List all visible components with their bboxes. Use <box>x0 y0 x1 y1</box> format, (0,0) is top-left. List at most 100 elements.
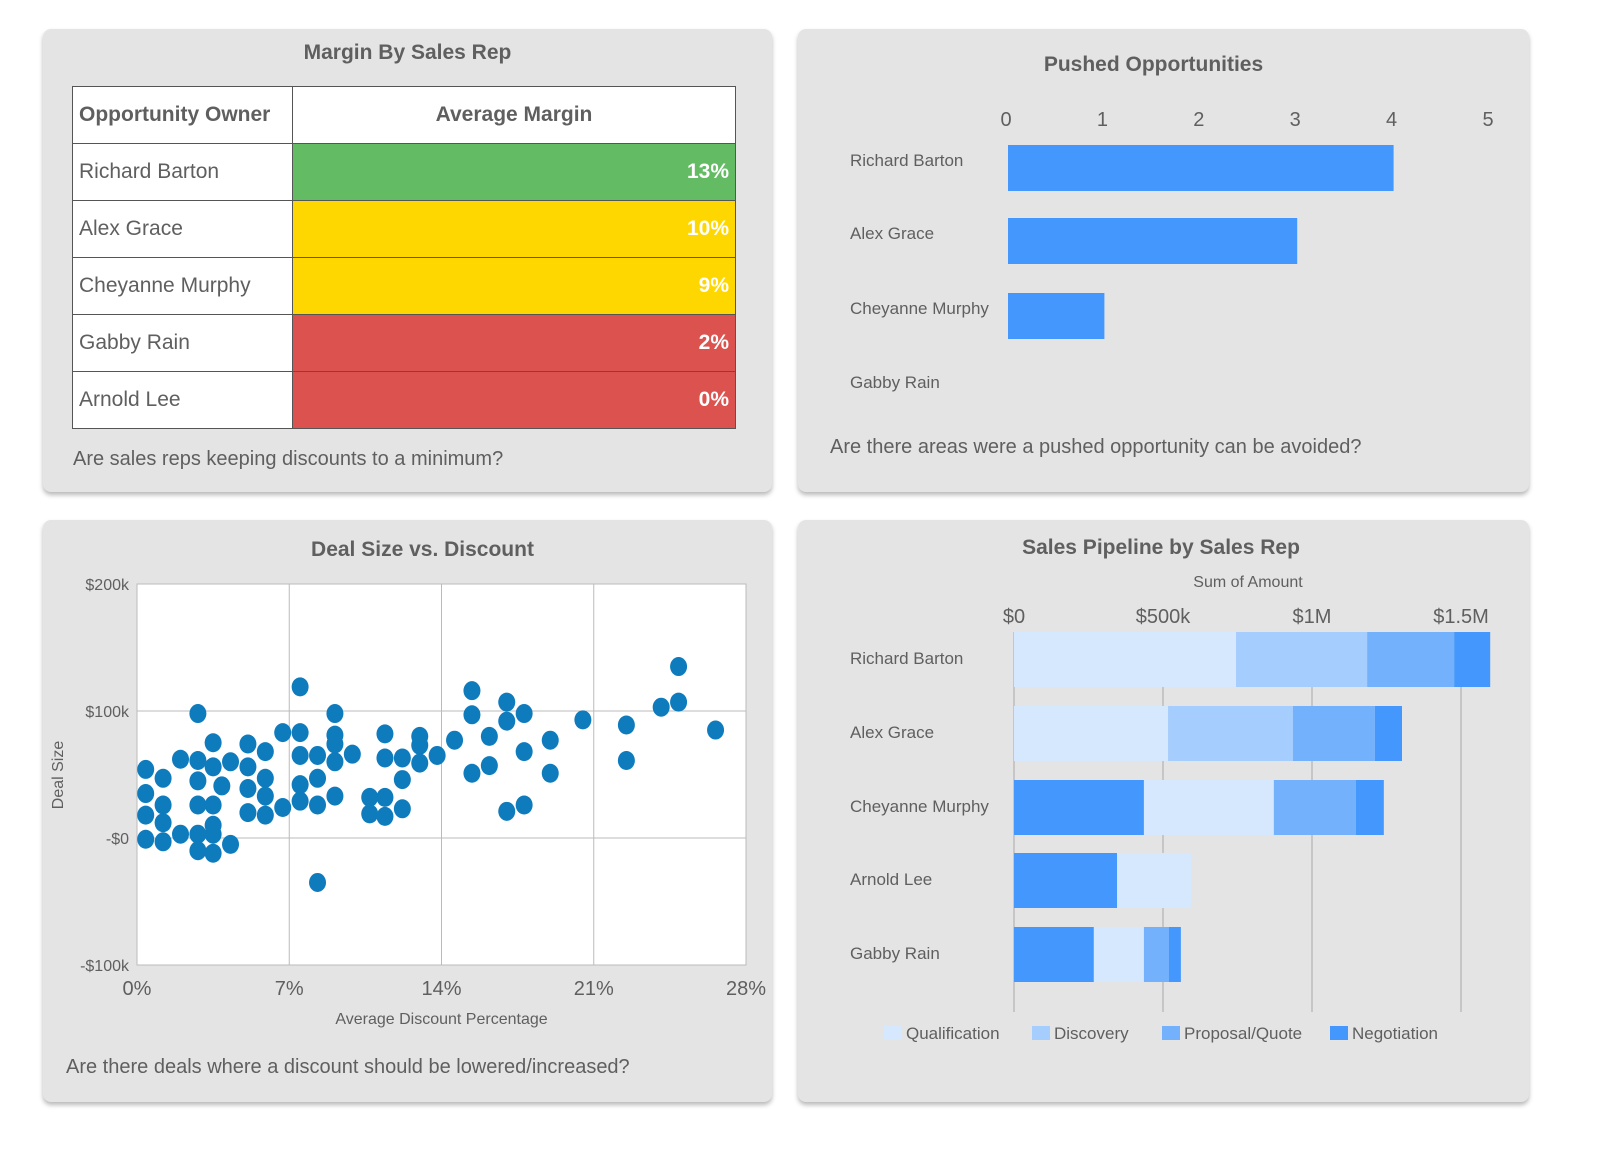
legend-swatch-qualification <box>884 1026 902 1040</box>
margin-cell: 10% <box>292 200 736 258</box>
legend-label: Qualification <box>906 1024 1000 1043</box>
bar-segment-proposal-quote <box>1367 632 1455 687</box>
data-point <box>172 749 189 769</box>
deal-size-scatter-chart: 0% 7% 14% 21% 28% $200k $100k -$0 -$100k Average … <box>50 577 766 1028</box>
x-tick-label: 0% <box>123 978 152 1000</box>
sales-pipeline-card: Sales Pipeline by Sales Rep Sum of Amoun… <box>798 520 1529 1102</box>
data-point <box>291 745 309 765</box>
owner-cell: Gabby Rain <box>72 314 293 372</box>
card-title: Margin By Sales Rep <box>303 41 512 64</box>
data-point <box>670 692 688 712</box>
category-label: Gabby Rain <box>850 373 940 392</box>
data-point <box>326 704 344 724</box>
table-row: Cheyanne Murphy 9% <box>72 257 736 315</box>
data-point <box>154 832 172 852</box>
bar-richard-barton <box>1008 145 1394 191</box>
category-label: Alex Grace <box>850 723 934 742</box>
data-point <box>393 770 411 790</box>
data-point <box>204 824 222 844</box>
table-row: Alex Grace 10% <box>72 200 736 258</box>
data-point <box>343 744 361 764</box>
data-point <box>256 805 274 825</box>
table-row: Arnold Lee 0% <box>72 371 736 429</box>
data-point <box>361 804 379 824</box>
data-point <box>326 786 344 806</box>
margin-cell: 0% <box>292 371 736 429</box>
y-axis-label: Deal Size <box>50 741 67 810</box>
x-axis-label: Average Discount Percentage <box>335 1011 547 1028</box>
x-tick-label: $0 <box>1003 606 1025 628</box>
bar-segment-negotiation <box>1014 853 1118 908</box>
data-point <box>463 763 481 783</box>
data-point <box>256 786 274 806</box>
x-tick-label: 14% <box>421 978 461 1000</box>
x-axis-label: Sum of Amount <box>1193 574 1303 591</box>
bar-segment-qualification <box>1014 632 1237 687</box>
x-tick-label: 3 <box>1290 109 1301 131</box>
data-point <box>291 677 309 697</box>
data-point <box>291 775 309 795</box>
bar-alex-grace <box>1008 218 1298 264</box>
x-tick-label: $1M <box>1293 606 1332 628</box>
data-point <box>309 745 327 765</box>
table-row: Gabby Rain 2% <box>72 314 736 372</box>
data-point <box>326 752 344 772</box>
data-point <box>189 704 207 724</box>
category-label: Arnold Lee <box>850 870 932 889</box>
bar-segment-negotiation <box>1374 706 1402 761</box>
data-point <box>137 805 155 825</box>
bar-segment-negotiation <box>1014 780 1144 835</box>
x-tick-label: 7% <box>275 978 304 1000</box>
data-point <box>707 720 725 740</box>
data-point <box>239 757 257 777</box>
bar-segment-proposal-quote <box>1292 706 1375 761</box>
bar-segment-negotiation <box>1454 632 1491 687</box>
margin-cell: 9% <box>292 257 736 315</box>
data-point <box>154 813 172 833</box>
y-tick-label: $200k <box>85 577 130 594</box>
data-point <box>291 723 309 743</box>
table-row: Richard Barton 13% <box>72 143 736 201</box>
legend-swatch-proposal-quote <box>1162 1026 1180 1040</box>
data-point <box>309 795 327 815</box>
card-title: Deal Size vs. Discount <box>311 538 534 561</box>
data-point <box>204 843 222 863</box>
bar-cheyanne-murphy <box>1008 293 1105 339</box>
bar-segment-proposal-quote <box>1143 927 1169 982</box>
data-point <box>498 801 516 821</box>
owner-cell: Richard Barton <box>72 143 293 201</box>
x-tick-label: 1 <box>1097 109 1108 131</box>
bar-segment-qualification <box>1093 927 1144 982</box>
data-point <box>652 697 670 717</box>
category-label: Alex Grace <box>850 224 934 243</box>
card-question: Are there deals where a discount should … <box>66 1056 630 1078</box>
deal-size-vs-discount-card: Deal Size vs. Discount 0% 7% 14% 21% 28% $200… <box>43 520 772 1102</box>
category-label: Gabby Rain <box>850 944 940 963</box>
bar-segment-discovery <box>1236 632 1368 687</box>
data-point <box>256 768 274 788</box>
bar-segment-negotiation <box>1168 927 1181 982</box>
column-header-owner: Opportunity Owner <box>72 86 293 144</box>
bar-segment-qualification <box>1143 780 1274 835</box>
card-question: Are there areas were a pushed opportunit… <box>830 436 1362 458</box>
data-point <box>515 704 533 724</box>
data-point <box>291 791 309 811</box>
data-point <box>309 872 327 892</box>
data-point <box>541 763 559 783</box>
data-point <box>446 730 464 750</box>
x-tick-label: 28% <box>726 978 766 1000</box>
data-point <box>428 745 446 765</box>
legend-label: Negotiation <box>1352 1024 1438 1043</box>
owner-cell: Arnold Lee <box>72 371 293 429</box>
data-point <box>137 784 155 804</box>
x-tick-label: 4 <box>1386 109 1397 131</box>
data-point <box>670 657 688 677</box>
owner-cell: Cheyanne Murphy <box>72 257 293 315</box>
data-point <box>137 759 155 779</box>
y-tick-label: -$100k <box>80 958 130 975</box>
legend-swatch-discovery <box>1032 1026 1050 1040</box>
data-point <box>480 756 498 776</box>
data-point <box>326 734 344 754</box>
data-point <box>463 681 481 701</box>
data-point <box>515 795 533 815</box>
